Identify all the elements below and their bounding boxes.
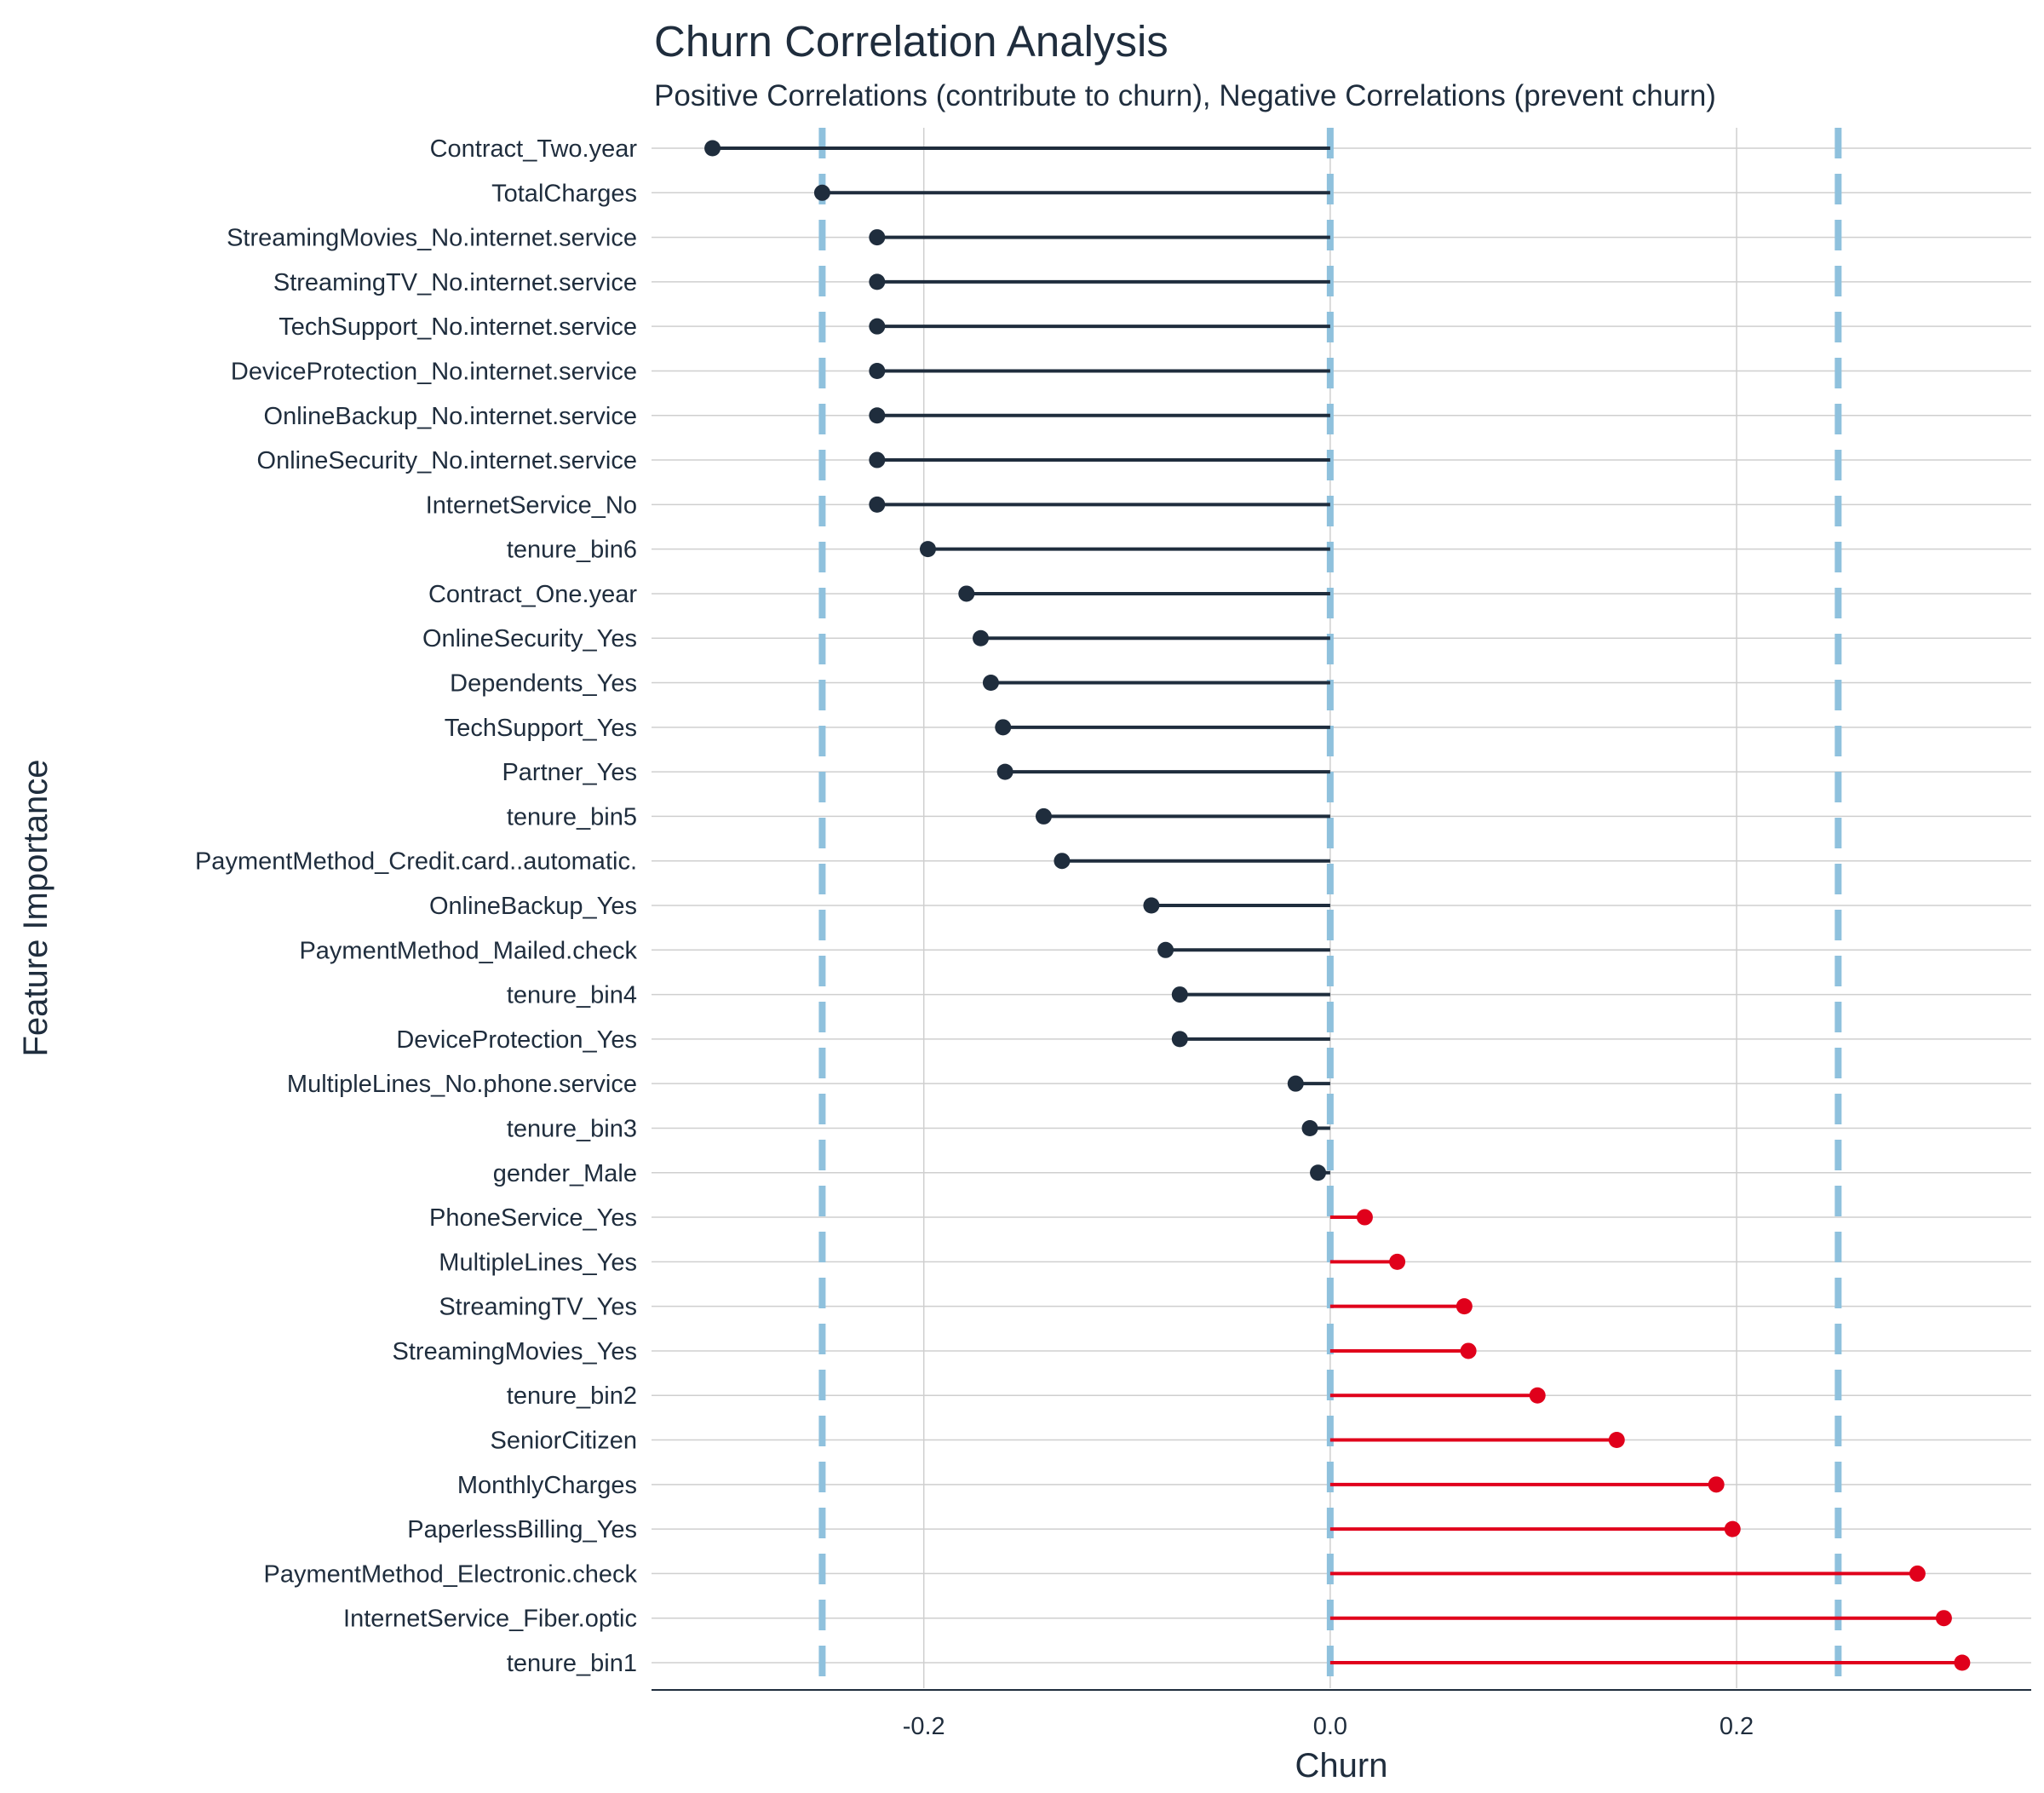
lollipop-point xyxy=(919,541,936,558)
lollipop-point xyxy=(1287,1075,1304,1092)
lollipop-point xyxy=(1935,1610,1952,1627)
y-tick-labels: Contract_Two.year TotalCharges StreamingMo… xyxy=(195,135,638,1677)
y-tick-label: Contract_One.year xyxy=(428,581,637,608)
y-tick-label: PaymentMethod_Credit.card..automatic. xyxy=(195,848,637,876)
y-tick-label: InternetService_Fiber.optic xyxy=(343,1606,637,1633)
chart-subtitle: Positive Correlations (contribute to chu… xyxy=(654,79,1716,112)
y-tick-label: StreamingTV_Yes xyxy=(439,1294,637,1321)
lollipop-point xyxy=(1157,941,1174,958)
x-tick-label: -0.2 xyxy=(903,1713,945,1740)
y-tick-label: StreamingMovies_Yes xyxy=(393,1338,637,1365)
lollipop-point xyxy=(1724,1520,1741,1537)
y-tick-label: gender_Male xyxy=(493,1160,637,1187)
x-tick-label: 0.2 xyxy=(1720,1713,1754,1740)
x-tick-label: 0.0 xyxy=(1313,1713,1347,1740)
lollipop-point xyxy=(1171,1031,1188,1048)
lollipop-point xyxy=(995,719,1012,736)
y-tick-label: tenure_bin1 xyxy=(507,1650,637,1677)
lollipop-point xyxy=(869,229,886,246)
lollipop-point xyxy=(1708,1476,1725,1493)
y-tick-label: Contract_Two.year xyxy=(430,135,638,163)
lollipop-point xyxy=(1529,1387,1546,1404)
y-tick-label: tenure_bin6 xyxy=(507,537,637,564)
y-tick-label: DeviceProtection_Yes xyxy=(396,1026,637,1054)
y-tick-label: OnlineSecurity_No.internet.service xyxy=(257,447,637,474)
lollipop-point xyxy=(869,273,886,290)
y-tick-label: TechSupport_Yes xyxy=(445,715,637,742)
y-tick-label: tenure_bin4 xyxy=(507,982,637,1009)
y-tick-label: MonthlyCharges xyxy=(457,1472,637,1499)
lollipop-point xyxy=(869,318,886,335)
y-tick-label: PhoneService_Yes xyxy=(429,1204,637,1232)
lollipop-point xyxy=(1310,1164,1327,1181)
x-axis-title: Churn xyxy=(1295,1747,1388,1784)
lollipop-point xyxy=(1389,1253,1406,1270)
y-tick-label: MultipleLines_Yes xyxy=(439,1249,637,1276)
gridlines xyxy=(652,128,2031,1688)
y-tick-label: StreamingMovies_No.internet.service xyxy=(227,225,637,252)
lollipop-point xyxy=(869,407,886,424)
lollipop-point xyxy=(982,675,999,692)
lollipop-point xyxy=(869,451,886,468)
lollipop-point xyxy=(869,496,886,513)
lollipop-point xyxy=(996,763,1013,780)
reference-lines xyxy=(818,128,1842,1688)
lollipop-point xyxy=(1143,897,1160,914)
lollipop-point xyxy=(958,585,975,602)
y-tick-label: PaperlessBilling_Yes xyxy=(407,1516,637,1543)
lollipop-point xyxy=(1909,1565,1926,1582)
lollipop-point xyxy=(1356,1209,1373,1226)
lollipop-point xyxy=(1455,1298,1473,1315)
y-tick-label: OnlineBackup_No.internet.service xyxy=(264,403,637,430)
chart-title: Churn Correlation Analysis xyxy=(654,17,1168,66)
y-axis-title: Feature Importance xyxy=(17,759,55,1056)
lollipop-point xyxy=(1301,1119,1318,1136)
y-tick-label: OnlineSecurity_Yes xyxy=(422,625,637,652)
lollipop-point xyxy=(973,629,990,647)
y-tick-label: tenure_bin5 xyxy=(507,803,637,830)
y-tick-label: InternetService_No xyxy=(426,491,637,519)
lollipop-point xyxy=(1171,986,1188,1003)
y-tick-label: PaymentMethod_Electronic.check xyxy=(264,1560,638,1588)
lollipop-point xyxy=(1460,1342,1477,1359)
y-tick-label: tenure_bin2 xyxy=(507,1382,637,1410)
lollipop-point xyxy=(813,184,830,201)
y-tick-label: TotalCharges xyxy=(491,180,637,207)
lollipop-point xyxy=(1608,1432,1625,1449)
y-tick-label: SeniorCitizen xyxy=(491,1428,637,1455)
lollipop-point xyxy=(704,140,721,157)
y-tick-label: tenure_bin3 xyxy=(507,1115,637,1142)
lollipop-point xyxy=(869,362,886,379)
y-tick-label: TechSupport_No.internet.service xyxy=(278,313,637,341)
lollipop-point xyxy=(1954,1654,1971,1671)
y-tick-label: PaymentMethod_Mailed.check xyxy=(299,937,637,964)
x-tick-labels: -0.2 0.0 0.2 xyxy=(903,1713,1754,1740)
lollipop-point xyxy=(1054,853,1071,870)
y-tick-label: MultipleLines_No.phone.service xyxy=(287,1071,637,1098)
y-tick-label: DeviceProtection_No.internet.service xyxy=(231,358,637,385)
lollipop-point xyxy=(1035,807,1052,825)
y-tick-label: StreamingTV_No.internet.service xyxy=(273,269,637,296)
y-tick-label: Dependents_Yes xyxy=(450,670,637,698)
lollipop-marks xyxy=(704,140,1971,1671)
y-tick-label: OnlineBackup_Yes xyxy=(429,893,637,920)
y-tick-label: Partner_Yes xyxy=(502,759,637,786)
